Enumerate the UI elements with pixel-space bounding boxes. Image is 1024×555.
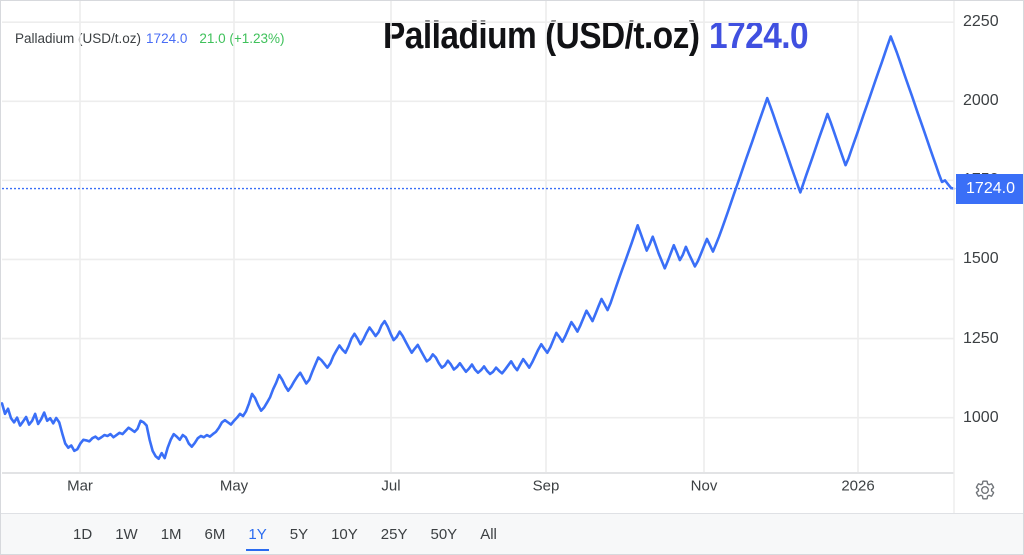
range-option-1d[interactable]: 1D xyxy=(73,526,93,543)
range-option-10y[interactable]: 10Y xyxy=(331,526,358,543)
range-option-1m[interactable]: 1M xyxy=(160,526,182,543)
range-option-50y[interactable]: 50Y xyxy=(430,526,458,543)
chart-canvas[interactable] xyxy=(1,1,1024,514)
vertical-gridlines xyxy=(79,1,859,473)
range-option-25y[interactable]: 25Y xyxy=(380,526,408,543)
range-option-1y[interactable]: 1Y xyxy=(246,520,270,551)
horizontal-gridlines xyxy=(2,21,954,419)
range-option-1w[interactable]: 1W xyxy=(115,526,138,543)
range-option-6m[interactable]: 6M xyxy=(204,526,226,543)
chart-plot-area[interactable]: 100012501500175020002250 MarMayJulSepNov… xyxy=(1,1,1024,514)
range-option-all[interactable]: All xyxy=(480,526,497,543)
gear-icon[interactable] xyxy=(974,479,996,501)
time-range-selector[interactable]: 1D 1W 1M 6M 1Y 5Y 10Y 25Y 50Y All xyxy=(1,513,1023,554)
price-line-series xyxy=(1,35,956,461)
current-price-badge: 1724.0 xyxy=(956,173,1023,204)
range-option-5y[interactable]: 5Y xyxy=(289,526,309,543)
